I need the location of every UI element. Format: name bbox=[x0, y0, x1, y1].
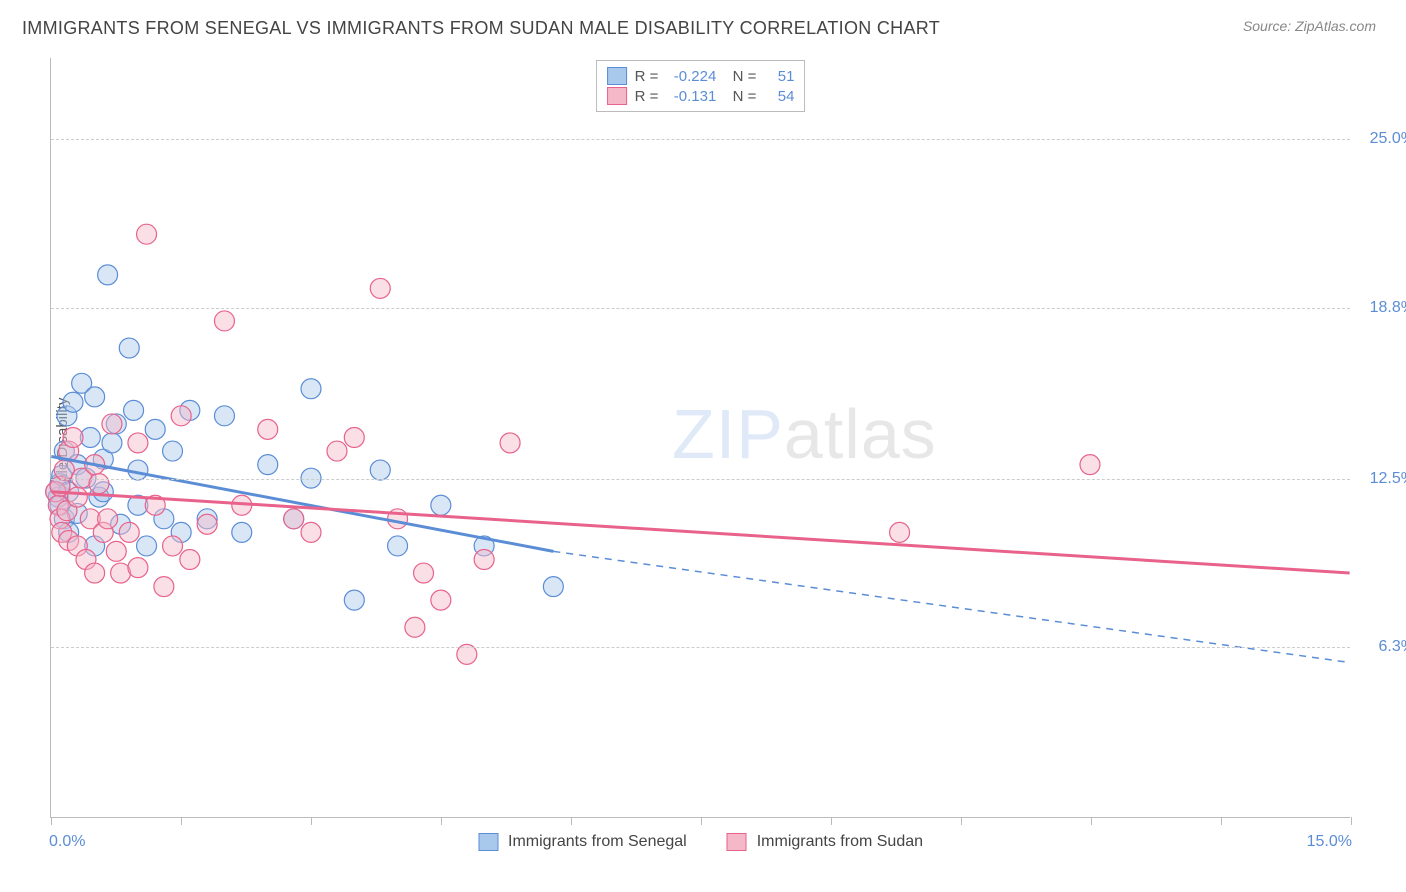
scatter-point-sudan bbox=[284, 509, 304, 529]
scatter-point-sudan bbox=[163, 536, 183, 556]
scatter-point-sudan bbox=[119, 522, 139, 542]
trend-line-extrapolated-senegal bbox=[553, 551, 1349, 662]
x-axis-end-label: 15.0% bbox=[1307, 833, 1352, 851]
x-tick bbox=[311, 817, 312, 825]
scatter-point-senegal bbox=[232, 522, 252, 542]
scatter-point-sudan bbox=[1080, 455, 1100, 475]
stat-r-label: R = bbox=[635, 88, 659, 105]
x-tick bbox=[571, 817, 572, 825]
y-tick-label: 12.5% bbox=[1355, 470, 1406, 488]
legend-item: Immigrants from Senegal bbox=[478, 833, 687, 851]
scatter-point-sudan bbox=[98, 509, 118, 529]
scatter-point-senegal bbox=[163, 441, 183, 461]
scatter-point-senegal bbox=[124, 400, 144, 420]
plot-area: ZIPatlas R =-0.224 N =51R =-0.131 N =54 … bbox=[50, 58, 1350, 818]
legend-swatch-icon bbox=[727, 833, 747, 851]
chart-area: ZIPatlas R =-0.224 N =51R =-0.131 N =54 … bbox=[50, 58, 1350, 818]
x-tick bbox=[701, 817, 702, 825]
scatter-point-senegal bbox=[85, 387, 105, 407]
scatter-point-senegal bbox=[145, 419, 165, 439]
stat-n-value: 54 bbox=[764, 88, 794, 105]
y-tick-label: 18.8% bbox=[1355, 299, 1406, 317]
stat-r-value: -0.131 bbox=[666, 88, 716, 105]
legend-swatch-icon bbox=[607, 67, 627, 85]
legend-swatch-icon bbox=[478, 833, 498, 851]
series-legend: Immigrants from Senegal Immigrants from S… bbox=[478, 833, 923, 851]
x-tick bbox=[51, 817, 52, 825]
scatter-point-senegal bbox=[543, 577, 563, 597]
scatter-point-sudan bbox=[414, 563, 434, 583]
scatter-point-sudan bbox=[137, 224, 157, 244]
scatter-point-sudan bbox=[67, 487, 87, 507]
scatter-point-sudan bbox=[258, 419, 278, 439]
scatter-point-senegal bbox=[301, 379, 321, 399]
gridline-h bbox=[51, 479, 1350, 480]
x-tick bbox=[1091, 817, 1092, 825]
stat-n-label: N = bbox=[724, 68, 756, 85]
x-tick bbox=[961, 817, 962, 825]
scatter-point-sudan bbox=[180, 549, 200, 569]
legend-swatch-icon bbox=[607, 87, 627, 105]
scatter-point-senegal bbox=[98, 265, 118, 285]
scatter-point-sudan bbox=[102, 414, 122, 434]
x-axis-start-label: 0.0% bbox=[49, 833, 85, 851]
stat-n-label: N = bbox=[724, 88, 756, 105]
legend-item: Immigrants from Sudan bbox=[727, 833, 923, 851]
scatter-point-sudan bbox=[154, 577, 174, 597]
scatter-point-sudan bbox=[171, 406, 191, 426]
gridline-h bbox=[51, 139, 1350, 140]
scatter-point-sudan bbox=[128, 558, 148, 578]
x-tick bbox=[441, 817, 442, 825]
scatter-point-senegal bbox=[119, 338, 139, 358]
stat-r-value: -0.224 bbox=[666, 68, 716, 85]
y-tick-label: 6.3% bbox=[1355, 638, 1406, 656]
gridline-h bbox=[51, 647, 1350, 648]
gridline-h bbox=[51, 308, 1350, 309]
scatter-point-sudan bbox=[85, 563, 105, 583]
stat-legend: R = -0.224 N = 51 R = -0.131 N = 54 bbox=[596, 60, 806, 112]
scatter-point-sudan bbox=[301, 522, 321, 542]
scatter-point-sudan bbox=[89, 474, 109, 494]
scatter-point-senegal bbox=[388, 536, 408, 556]
scatter-point-senegal bbox=[370, 460, 390, 480]
scatter-point-senegal bbox=[344, 590, 364, 610]
x-tick bbox=[1351, 817, 1352, 825]
scatter-point-sudan bbox=[890, 522, 910, 542]
legend-label: Immigrants from Senegal bbox=[508, 833, 687, 851]
scatter-point-sudan bbox=[327, 441, 347, 461]
chart-title: IMMIGRANTS FROM SENEGAL VS IMMIGRANTS FR… bbox=[22, 18, 940, 39]
scatter-point-sudan bbox=[344, 428, 364, 448]
y-tick-label: 25.0% bbox=[1355, 130, 1406, 148]
scatter-point-sudan bbox=[106, 541, 126, 561]
scatter-point-sudan bbox=[405, 617, 425, 637]
scatter-point-senegal bbox=[137, 536, 157, 556]
x-tick bbox=[181, 817, 182, 825]
stat-n-value: 51 bbox=[764, 68, 794, 85]
scatter-point-senegal bbox=[258, 455, 278, 475]
stat-row-senegal: R = -0.224 N = 51 bbox=[607, 67, 795, 85]
scatter-point-senegal bbox=[102, 433, 122, 453]
scatter-point-sudan bbox=[474, 549, 494, 569]
source-attribution: Source: ZipAtlas.com bbox=[1243, 18, 1376, 34]
legend-label: Immigrants from Sudan bbox=[757, 833, 923, 851]
scatter-point-sudan bbox=[370, 278, 390, 298]
scatter-point-senegal bbox=[214, 406, 234, 426]
scatter-point-sudan bbox=[214, 311, 234, 331]
scatter-point-sudan bbox=[128, 433, 148, 453]
scatter-overlay bbox=[51, 58, 1350, 817]
scatter-point-sudan bbox=[431, 590, 451, 610]
stat-r-label: R = bbox=[635, 68, 659, 85]
x-tick bbox=[1221, 817, 1222, 825]
scatter-point-senegal bbox=[431, 495, 451, 515]
stat-row-sudan: R = -0.131 N = 54 bbox=[607, 87, 795, 105]
scatter-point-sudan bbox=[63, 428, 83, 448]
scatter-point-sudan bbox=[197, 514, 217, 534]
scatter-point-sudan bbox=[500, 433, 520, 453]
x-tick bbox=[831, 817, 832, 825]
scatter-point-senegal bbox=[63, 392, 83, 412]
